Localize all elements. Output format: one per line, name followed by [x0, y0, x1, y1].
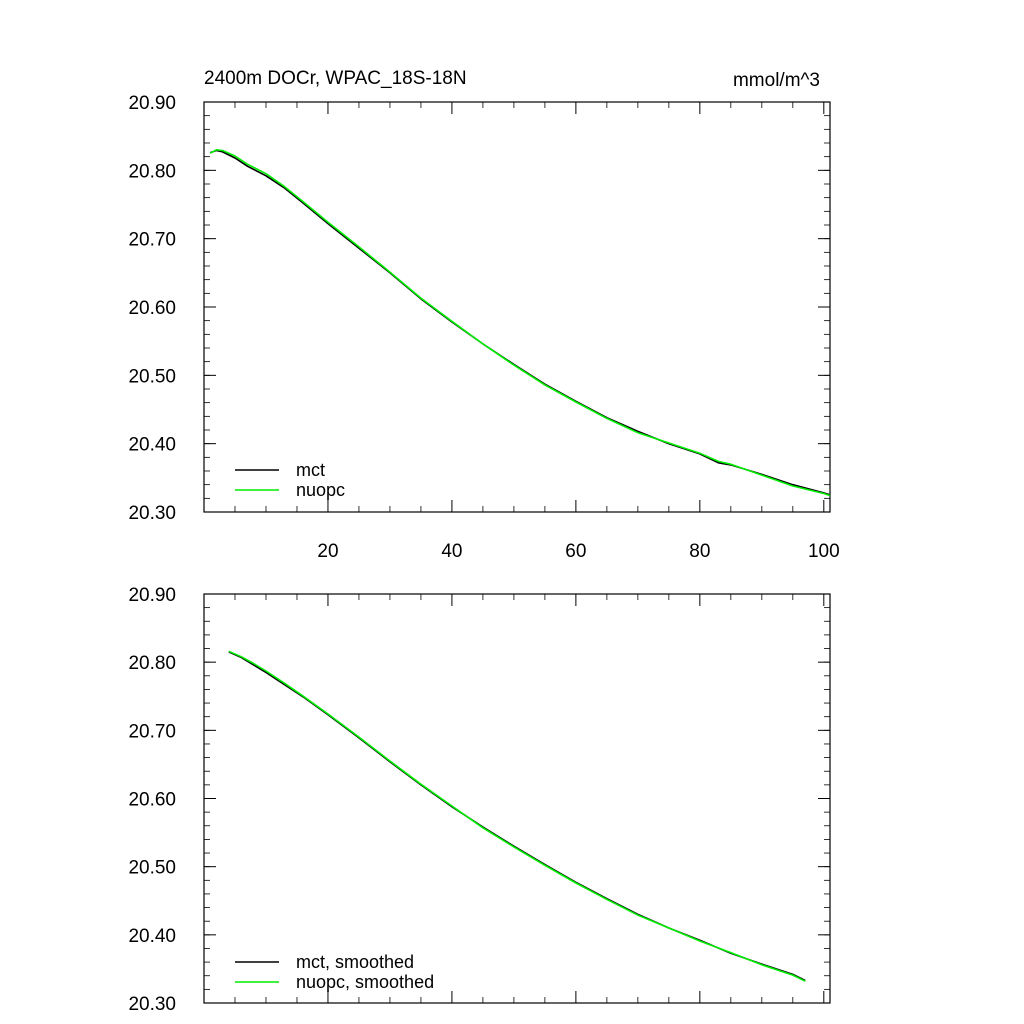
series-line-mct-smoothed — [228, 651, 806, 982]
y-tick-label: 20.60 — [128, 790, 176, 811]
plot-frame — [203, 101, 831, 513]
y-tick-label: 20.30 — [128, 503, 176, 524]
y-tick-label: 20.70 — [128, 230, 176, 251]
y-tick-label: 20.80 — [128, 653, 176, 674]
x-tick-label: 80 — [689, 541, 710, 562]
top-panel: 2400m DOCr, WPAC_18S-18N mmol/m^3 20.30 2… — [128, 68, 839, 562]
y-tick-label: 20.90 — [128, 585, 176, 606]
y-tick-label: 20.30 — [128, 994, 176, 1015]
x-tick-label: 40 — [441, 541, 462, 562]
y-tick-label: 20.40 — [128, 435, 176, 456]
x-tick-label: 100 — [808, 541, 840, 562]
series-line-nuopc-smoothed — [228, 650, 806, 982]
x-tick-label: 60 — [565, 541, 586, 562]
y-tick-label: 20.50 — [128, 858, 176, 879]
units-label: mmol/m^3 — [733, 70, 820, 91]
plot-frame — [203, 593, 831, 1004]
y-tick-label: 20.90 — [128, 93, 176, 114]
x-tick-label: 20 — [317, 541, 338, 562]
series-line-nuopc — [209, 149, 831, 497]
y-tick-label: 20.70 — [128, 721, 176, 742]
chart-title: 2400m DOCr, WPAC_18S-18N — [204, 68, 467, 89]
y-tick-label: 20.60 — [128, 298, 176, 319]
legend-label: nuopc, smoothed — [296, 972, 434, 992]
legend-label: nuopc — [296, 480, 345, 500]
y-tick-label: 20.40 — [128, 926, 176, 947]
y-tick-label: 20.50 — [128, 366, 176, 387]
bottom-panel: 20.30 20.40 20.50 20.60 20.70 20.80 20.90 mct, … — [128, 585, 831, 1015]
y-tick-label: 20.80 — [128, 161, 176, 182]
legend-label: mct — [296, 460, 325, 480]
legend-label: mct, smoothed — [296, 952, 414, 972]
